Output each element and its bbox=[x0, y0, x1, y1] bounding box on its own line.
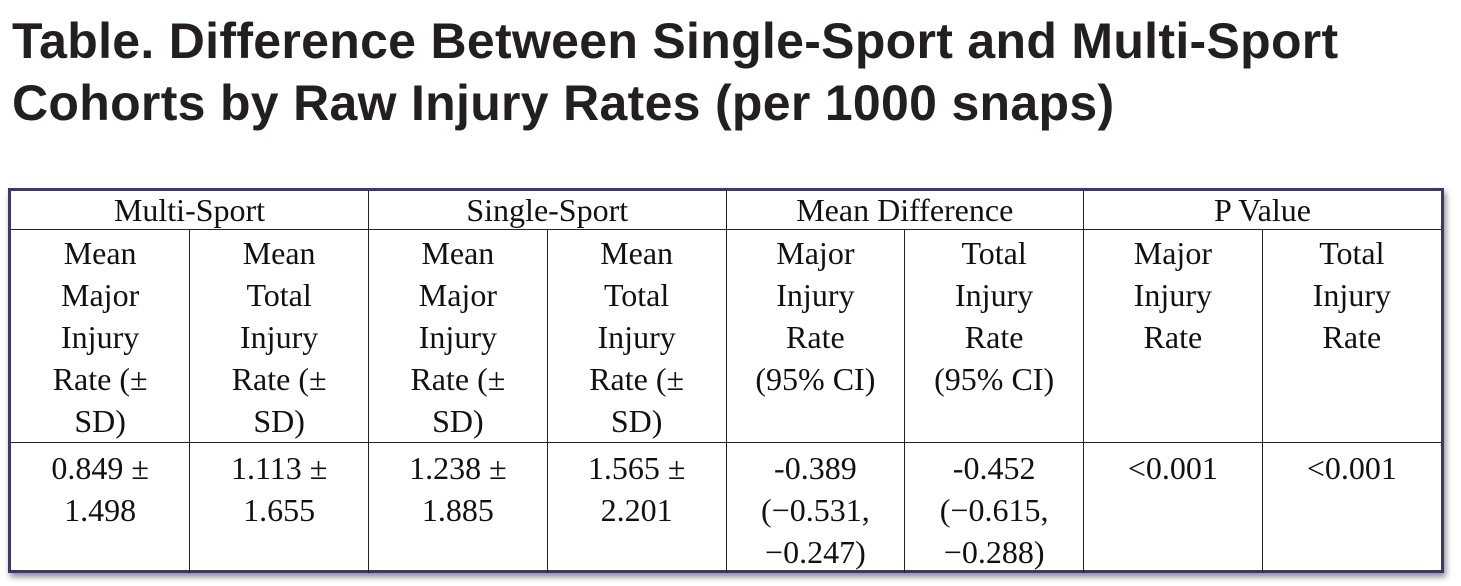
cell-diff-major: -0.389 (−0.531, −0.247) bbox=[725, 442, 906, 573]
group-header-single-sport: Single-Sport bbox=[368, 191, 727, 230]
column-header-multi-total: Mean Total Injury Rate (± SD) bbox=[189, 229, 369, 443]
results-table: Multi-Sport Single-Sport Mean Difference… bbox=[11, 191, 1441, 573]
cell-single-major: 1.238 ± 1.885 bbox=[368, 442, 548, 573]
column-header-multi-major: Mean Major Injury Rate (± SD) bbox=[11, 229, 191, 443]
group-header-multi-sport: Multi-Sport bbox=[11, 191, 369, 230]
table-row: 0.849 ± 1.498 1.113 ± 1.655 1.238 ± 1.88… bbox=[11, 442, 1441, 573]
column-header-single-major: Mean Major Injury Rate (± SD) bbox=[368, 229, 548, 443]
cell-p-total: <0.001 bbox=[1261, 442, 1441, 573]
cell-multi-total: 1.113 ± 1.655 bbox=[189, 442, 369, 573]
cell-single-total: 1.565 ± 2.201 bbox=[546, 442, 727, 573]
column-header-row: Mean Major Injury Rate (± SD) Mean Total… bbox=[11, 229, 1441, 443]
group-header-mean-difference: Mean Difference bbox=[725, 191, 1084, 230]
cell-p-major: <0.001 bbox=[1083, 442, 1263, 573]
column-header-p-total: Total Injury Rate bbox=[1261, 229, 1441, 443]
results-table-frame: Multi-Sport Single-Sport Mean Difference… bbox=[8, 188, 1444, 573]
cell-diff-total: -0.452 (−0.615, −0.288) bbox=[904, 442, 1084, 573]
group-header-p-value: P Value bbox=[1083, 191, 1441, 230]
column-header-single-total: Mean Total Injury Rate (± SD) bbox=[546, 229, 727, 443]
column-header-diff-major: Major Injury Rate (95% CI) bbox=[725, 229, 906, 443]
cell-multi-major: 0.849 ± 1.498 bbox=[11, 442, 191, 573]
group-header-row: Multi-Sport Single-Sport Mean Difference… bbox=[11, 191, 1441, 230]
column-header-diff-total: Total Injury Rate (95% CI) bbox=[904, 229, 1084, 443]
table-title: Table. Difference Between Single-Sport a… bbox=[12, 13, 1339, 131]
column-header-p-major: Major Injury Rate bbox=[1083, 229, 1263, 443]
